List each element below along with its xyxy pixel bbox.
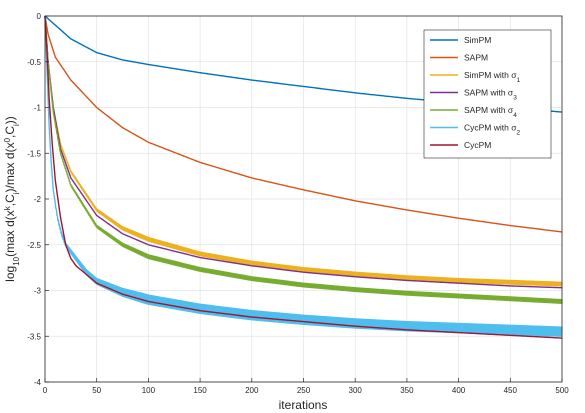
x-tick-label: 200 — [245, 386, 259, 395]
legend: SimPM SAPM SimPM with σ1 SAPM with σ3 SAPM w… — [423, 29, 552, 159]
legend-label: CycPM — [464, 140, 491, 150]
y-tick-label: -3.5 — [27, 332, 41, 341]
x-tick-label: 350 — [400, 386, 414, 395]
series-line-7 — [44, 15, 563, 339]
y-tick-label: -4 — [34, 378, 42, 387]
legend-label: SAPM with σ4 — [464, 105, 517, 119]
x-tick-label: 150 — [193, 386, 207, 395]
x-tick-label: 300 — [349, 386, 363, 395]
x-tick-label: 400 — [452, 386, 466, 395]
y-tick-label: 0 — [37, 12, 42, 21]
series-line-4 — [44, 15, 563, 289]
x-tick-label: 0 — [43, 386, 48, 395]
legend-label: SimPM with σ1 — [464, 70, 520, 84]
legend-box — [423, 29, 552, 159]
x-axis-title: iterations — [279, 398, 328, 412]
y-tick-label: -2 — [34, 195, 42, 204]
y-tick-label: -0.5 — [27, 58, 41, 67]
x-tick-label: 500 — [555, 386, 569, 395]
series-line-2 — [44, 15, 563, 233]
x-tick-label: 50 — [92, 386, 101, 395]
y-tick-label: -1 — [34, 104, 42, 113]
y-tick-label: -2.5 — [27, 241, 41, 250]
series-line-3 — [44, 15, 563, 287]
legend-label: SAPM — [464, 53, 488, 63]
y-tick-label: -3 — [34, 287, 42, 296]
tick-layer: 0 50 100 150 200 250 300 350 400 450 500 0 -0.5 -1 -1.… — [27, 12, 569, 395]
legend-label: SimPM — [464, 35, 491, 45]
x-tick-label: 100 — [142, 386, 156, 395]
legend-label: SAPM with σ3 — [464, 88, 517, 102]
x-tick-label: 450 — [504, 386, 518, 395]
series-layer — [44, 15, 563, 339]
series-line-5 — [44, 15, 563, 304]
y-axis-title: log10(max d(xk,Ci)/max d(x0,Ci)) — [3, 116, 21, 282]
legend-label: CycPM with σ2 — [464, 123, 520, 137]
x-tick-label: 250 — [297, 386, 311, 395]
y-tick-label: -1.5 — [27, 149, 41, 158]
